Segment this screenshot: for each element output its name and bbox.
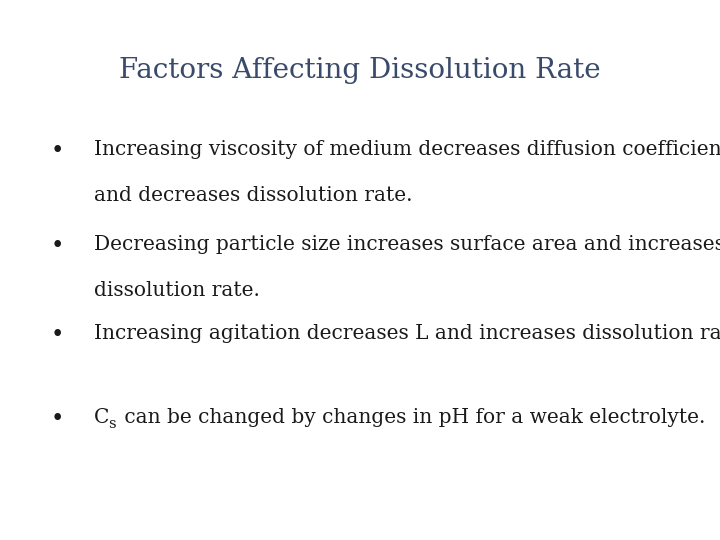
Text: Decreasing particle size increases surface area and increases: Decreasing particle size increases surfa…: [94, 235, 720, 254]
Text: s: s: [108, 417, 116, 431]
Text: •: •: [51, 408, 64, 430]
Text: Factors Affecting Dissolution Rate: Factors Affecting Dissolution Rate: [120, 57, 600, 84]
Text: Increasing agitation decreases L and increases dissolution rate: Increasing agitation decreases L and inc…: [94, 324, 720, 343]
Text: C: C: [94, 408, 109, 427]
Text: •: •: [51, 235, 64, 257]
Text: and decreases dissolution rate.: and decreases dissolution rate.: [94, 186, 412, 205]
Text: can be changed by changes in pH for a weak electrolyte.: can be changed by changes in pH for a we…: [118, 408, 706, 427]
Text: •: •: [51, 140, 64, 163]
Text: •: •: [51, 324, 64, 346]
Text: dissolution rate.: dissolution rate.: [94, 281, 259, 300]
Text: Increasing viscosity of medium decreases diffusion coefficient: Increasing viscosity of medium decreases…: [94, 140, 720, 159]
